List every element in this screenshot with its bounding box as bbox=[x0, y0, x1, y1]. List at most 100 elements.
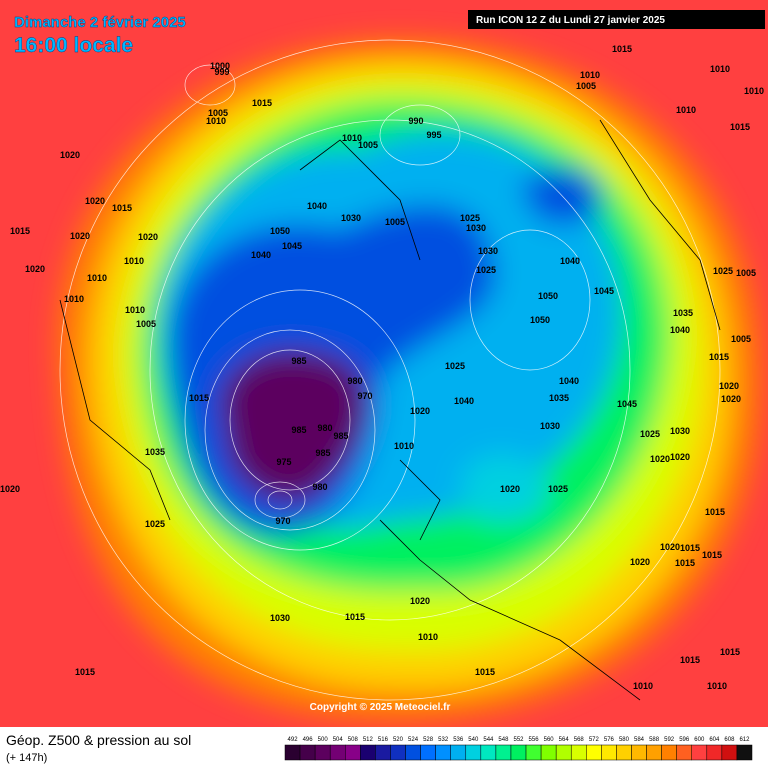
pressure-label: 1030 bbox=[341, 213, 361, 223]
colorbar-tick-label: 576 bbox=[604, 737, 615, 743]
pressure-label: 980 bbox=[347, 376, 362, 386]
colorbar-tick-label: 588 bbox=[649, 737, 660, 743]
pressure-label: 1010 bbox=[707, 681, 727, 691]
colorbar-swatch bbox=[314, 744, 331, 761]
colorbar-tick-label: 604 bbox=[709, 737, 720, 743]
colorbar-swatch bbox=[465, 744, 482, 761]
pressure-label: 985 bbox=[315, 448, 330, 458]
pressure-label: 1015 bbox=[705, 507, 725, 517]
pressure-label: 1025 bbox=[445, 361, 465, 371]
pressure-label: 1010 bbox=[633, 681, 653, 691]
colorbar-swatch bbox=[375, 744, 391, 761]
pressure-label: 1000 bbox=[210, 61, 230, 71]
pressure-label: 970 bbox=[275, 516, 290, 526]
pressure-label: 1020 bbox=[60, 150, 80, 160]
pressure-label: 1005 bbox=[208, 108, 228, 118]
colorbar-swatch bbox=[405, 744, 421, 761]
pressure-label: 1010 bbox=[676, 105, 696, 115]
pressure-label: 1015 bbox=[252, 98, 272, 108]
colorbar-swatch bbox=[601, 744, 617, 761]
pressure-label: 1015 bbox=[612, 44, 632, 54]
field-layer bbox=[220, 350, 366, 502]
colorbar-tick-label: 524 bbox=[408, 737, 419, 743]
pressure-label: 1025 bbox=[548, 484, 568, 494]
pressure-label: 985 bbox=[291, 425, 306, 435]
pressure-label: 1040 bbox=[307, 201, 327, 211]
pressure-label: 1015 bbox=[10, 226, 30, 236]
colorbar-swatch bbox=[329, 744, 346, 761]
run-bar bbox=[468, 10, 765, 29]
pressure-label: 1040 bbox=[670, 325, 690, 335]
pressure-label: 1015 bbox=[112, 203, 132, 213]
pressure-label: 1010 bbox=[710, 64, 730, 74]
colorbar-swatch bbox=[721, 744, 738, 761]
colorbar-tick-label: 516 bbox=[378, 737, 389, 743]
colorbar-tick-label: 612 bbox=[739, 737, 750, 743]
colorbar-tick-label: 504 bbox=[333, 737, 344, 743]
pressure-label: 1020 bbox=[721, 394, 741, 404]
pressure-label: 1040 bbox=[454, 396, 474, 406]
pressure-label: 1015 bbox=[680, 655, 700, 665]
colorbar-swatch bbox=[345, 744, 361, 761]
footer-subtitle: (+ 147h) bbox=[6, 752, 47, 764]
colorbar-tick-label: 564 bbox=[559, 737, 570, 743]
colorbar-tick-label: 512 bbox=[363, 737, 374, 743]
colorbar-tick-label: 608 bbox=[724, 737, 735, 743]
colorbar-swatch bbox=[390, 744, 406, 761]
colorbar-swatch bbox=[676, 744, 692, 761]
colorbar-tick-label: 600 bbox=[694, 737, 705, 743]
pressure-label: 1010 bbox=[124, 256, 144, 266]
colorbar-swatch bbox=[450, 744, 467, 761]
colorbar-swatch bbox=[631, 744, 647, 761]
pressure-label: 1015 bbox=[75, 667, 95, 677]
pressure-label: 1045 bbox=[282, 241, 302, 251]
colorbar-tick-label: 552 bbox=[513, 737, 524, 743]
colorbar-tick-label: 492 bbox=[288, 737, 299, 743]
pressure-label: 1010 bbox=[87, 273, 107, 283]
colorbar-swatch bbox=[420, 744, 436, 761]
pressure-label: 1020 bbox=[650, 454, 670, 464]
pressure-label: 1010 bbox=[64, 294, 84, 304]
pressure-label: 1040 bbox=[559, 376, 579, 386]
colorbar: 492 496 500 504 508 512 516 520 524 528 532 536 540 5… bbox=[284, 737, 753, 761]
pressure-label: 1020 bbox=[25, 264, 45, 274]
colorbar-swatch bbox=[646, 744, 662, 761]
pressure-label: 995 bbox=[426, 130, 441, 140]
colorbar-swatch bbox=[616, 744, 632, 761]
colorbar-swatch bbox=[586, 744, 602, 761]
pressure-label: 1050 bbox=[538, 291, 558, 301]
isobars bbox=[59, 39, 721, 701]
colorbar-tick-label: 532 bbox=[438, 737, 449, 743]
pressure-label: 999 bbox=[214, 67, 229, 77]
pressure-label: 1020 bbox=[500, 484, 520, 494]
pressure-label: 1025 bbox=[460, 213, 480, 223]
pressure-label: 985 bbox=[333, 431, 348, 441]
colorbar-tick-label: 528 bbox=[423, 737, 434, 743]
pressure-label: 1010 bbox=[744, 86, 764, 96]
colorbar-tick-label: 596 bbox=[679, 737, 690, 743]
pressure-label: 1020 bbox=[660, 542, 680, 552]
colorbar-swatch bbox=[570, 744, 587, 761]
pressure-label: 1015 bbox=[702, 550, 722, 560]
pressure-label: 990 bbox=[408, 116, 423, 126]
colorbar-swatch bbox=[360, 744, 376, 761]
pressure-label: 1005 bbox=[576, 81, 596, 91]
pressure-label: 1020 bbox=[410, 406, 430, 416]
pressure-label: 1030 bbox=[670, 426, 690, 436]
colorbar-tick-label: 548 bbox=[498, 737, 509, 743]
colorbar-tick-label: 536 bbox=[453, 737, 464, 743]
pressure-label: 1020 bbox=[670, 452, 690, 462]
pressure-label: 1045 bbox=[594, 286, 614, 296]
pressure-label: 1050 bbox=[270, 226, 290, 236]
colorbar-tick-label: 592 bbox=[664, 737, 675, 743]
pressure-label: 1040 bbox=[251, 250, 271, 260]
pressure-label: 1020 bbox=[630, 557, 650, 567]
colorbar-swatch bbox=[661, 744, 677, 761]
pressure-label: 1025 bbox=[640, 429, 660, 439]
colorbar-tick-label: 520 bbox=[393, 737, 404, 743]
pressure-label: 1015 bbox=[189, 393, 209, 403]
colorbar-tick-label: 556 bbox=[529, 737, 540, 743]
